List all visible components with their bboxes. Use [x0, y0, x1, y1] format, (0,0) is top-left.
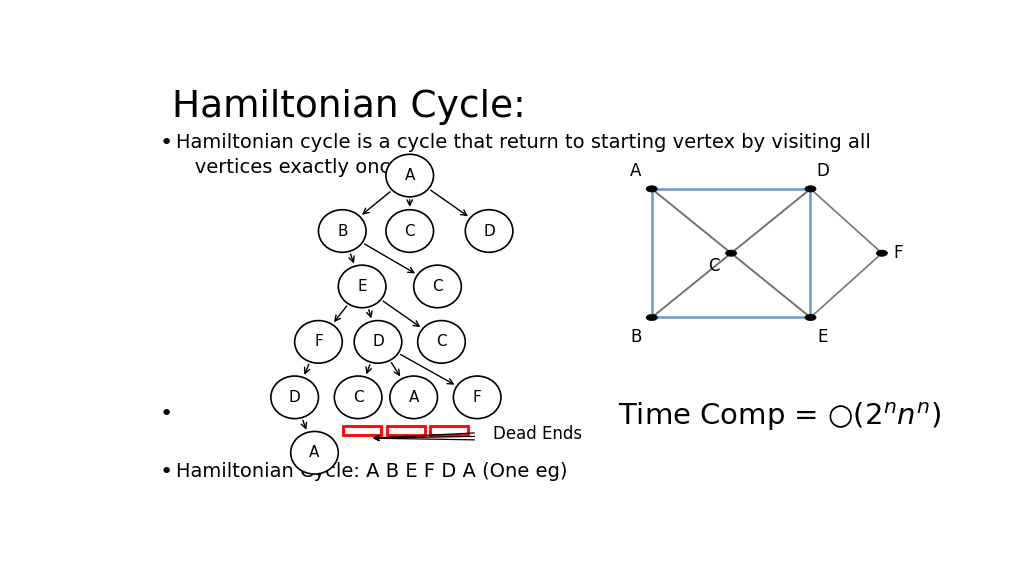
Text: Hamiltonian Cycle:: Hamiltonian Cycle:: [172, 89, 525, 125]
Circle shape: [805, 314, 816, 321]
Text: Hamiltonian cycle is a cycle that return to starting vertex by visiting all: Hamiltonian cycle is a cycle that return…: [176, 134, 870, 153]
Text: B: B: [630, 328, 642, 346]
Text: D: D: [289, 390, 300, 405]
Ellipse shape: [270, 376, 318, 419]
Ellipse shape: [386, 210, 433, 252]
Text: D: D: [372, 335, 384, 350]
Ellipse shape: [354, 321, 401, 363]
Ellipse shape: [334, 376, 382, 419]
Text: C: C: [708, 257, 720, 275]
Ellipse shape: [414, 265, 461, 308]
Text: A: A: [309, 445, 319, 460]
Ellipse shape: [295, 321, 342, 363]
Circle shape: [805, 186, 816, 192]
Text: A: A: [630, 162, 642, 180]
Text: •: •: [160, 461, 173, 482]
Circle shape: [877, 250, 888, 256]
Circle shape: [726, 250, 736, 256]
Text: D: D: [483, 223, 495, 238]
Ellipse shape: [390, 376, 437, 419]
Ellipse shape: [454, 376, 501, 419]
Text: A: A: [404, 168, 415, 183]
Text: E: E: [817, 328, 827, 346]
Text: A: A: [409, 390, 419, 405]
Text: •: •: [160, 404, 173, 424]
Text: •: •: [160, 134, 173, 153]
Ellipse shape: [418, 321, 465, 363]
Text: Hamiltonian Cycle: A B E F D A (One eg): Hamiltonian Cycle: A B E F D A (One eg): [176, 461, 567, 480]
Text: F: F: [473, 390, 481, 405]
Text: Time Comp = $\bigcirc(2^n n^n)$: Time Comp = $\bigcirc(2^n n^n)$: [618, 401, 942, 434]
Text: F: F: [314, 335, 323, 350]
Ellipse shape: [386, 154, 433, 197]
Ellipse shape: [465, 210, 513, 252]
Text: F: F: [893, 244, 902, 262]
Circle shape: [646, 314, 657, 321]
Text: C: C: [436, 335, 446, 350]
Text: D: D: [816, 162, 828, 180]
Ellipse shape: [318, 210, 367, 252]
Text: E: E: [357, 279, 367, 294]
Text: C: C: [353, 390, 364, 405]
Circle shape: [646, 186, 657, 192]
Text: C: C: [432, 279, 442, 294]
Text: C: C: [404, 223, 415, 238]
Ellipse shape: [291, 431, 338, 474]
Text: Dead Ends: Dead Ends: [494, 425, 583, 443]
Ellipse shape: [338, 265, 386, 308]
Text: vertices exactly once.: vertices exactly once.: [176, 158, 409, 177]
Text: B: B: [337, 223, 347, 238]
